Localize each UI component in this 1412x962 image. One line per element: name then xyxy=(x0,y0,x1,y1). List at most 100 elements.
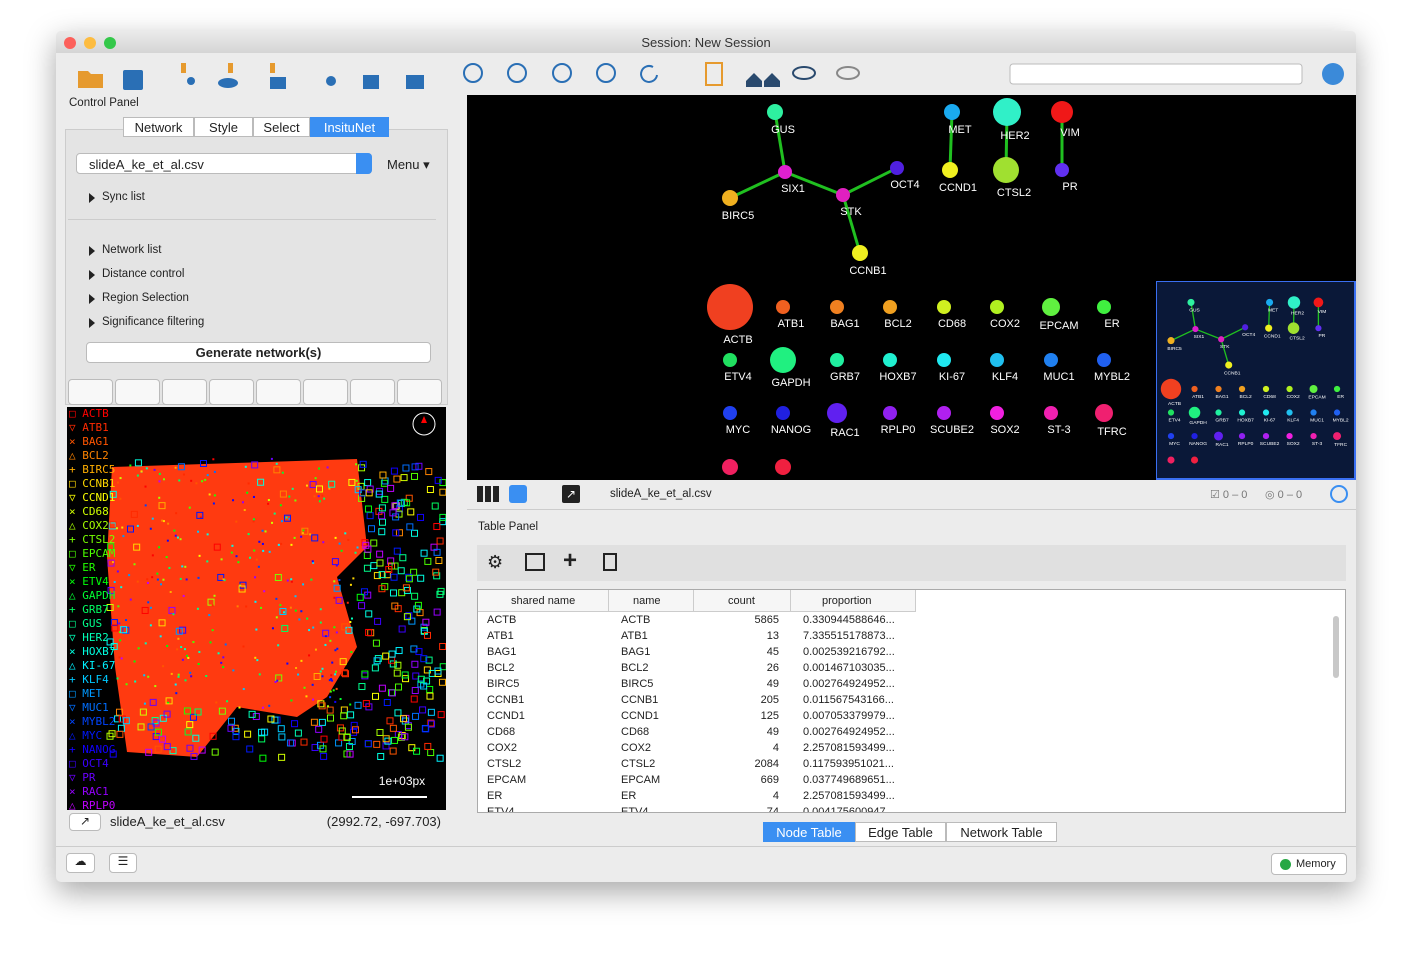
node[interactable] xyxy=(722,459,738,475)
node[interactable] xyxy=(1055,163,1069,177)
node[interactable] xyxy=(883,353,897,367)
node[interactable] xyxy=(1095,404,1113,422)
node[interactable] xyxy=(1097,353,1111,367)
add-icon[interactable]: + xyxy=(563,547,578,574)
network-icon[interactable] xyxy=(509,485,527,503)
node[interactable] xyxy=(767,104,783,120)
node[interactable] xyxy=(776,406,790,420)
node[interactable] xyxy=(890,161,904,175)
node[interactable] xyxy=(1042,298,1060,316)
section-arrow[interactable] xyxy=(89,318,95,328)
node[interactable] xyxy=(722,190,738,206)
help-icon[interactable] xyxy=(1322,63,1344,85)
node[interactable] xyxy=(1044,353,1058,367)
combo-arrow[interactable] xyxy=(356,153,372,174)
icon[interactable] xyxy=(270,77,286,89)
zoom-out-icon[interactable] xyxy=(507,63,527,83)
node[interactable] xyxy=(993,157,1019,183)
export-table-icon[interactable] xyxy=(363,75,379,89)
section-arrow[interactable] xyxy=(89,270,95,280)
tool-button[interactable] xyxy=(350,379,395,405)
section-arrow[interactable] xyxy=(89,246,95,256)
node[interactable] xyxy=(830,353,844,367)
node[interactable] xyxy=(883,300,897,314)
node[interactable] xyxy=(707,284,753,330)
save-icon[interactable] xyxy=(123,70,143,90)
section-label[interactable]: Distance control xyxy=(102,268,185,280)
hide-icon[interactable] xyxy=(792,66,816,80)
section-label[interactable]: Significance filtering xyxy=(102,316,205,328)
node[interactable] xyxy=(723,353,737,367)
open-button[interactable]: ↗ xyxy=(69,813,101,831)
import-data-icon[interactable] xyxy=(228,63,233,73)
settings-icon[interactable]: ⚙ xyxy=(487,552,504,572)
zoom-selected-icon[interactable] xyxy=(596,63,616,83)
home-icon[interactable] xyxy=(746,73,780,87)
tab[interactable]: Style xyxy=(194,117,253,137)
tab-selected[interactable]: InsituNet xyxy=(310,117,389,137)
node[interactable] xyxy=(937,406,951,420)
export-icon[interactable] xyxy=(326,76,336,86)
icon[interactable] xyxy=(218,78,238,88)
memory-button[interactable]: Memory xyxy=(1271,853,1347,875)
tab[interactable]: Select xyxy=(253,117,310,137)
fit-icon[interactable] xyxy=(1330,485,1348,503)
zoom-fit-icon[interactable] xyxy=(552,63,572,83)
tool-button[interactable] xyxy=(115,379,160,405)
close-button[interactable] xyxy=(64,37,76,49)
node[interactable] xyxy=(944,104,960,120)
export-image-icon[interactable] xyxy=(406,75,424,89)
node[interactable] xyxy=(883,406,897,420)
import-table-icon[interactable] xyxy=(270,63,275,73)
node[interactable] xyxy=(852,245,868,261)
node[interactable] xyxy=(1051,101,1073,123)
menu[interactable]: Menu ▾ xyxy=(387,157,430,172)
node[interactable] xyxy=(776,300,790,314)
show-icon[interactable] xyxy=(836,66,860,80)
file-combo[interactable]: slideA_ke_et_al.csv xyxy=(76,153,372,174)
node[interactable] xyxy=(1097,300,1111,314)
zoom-button[interactable] xyxy=(104,37,116,49)
tool-button[interactable] xyxy=(397,379,442,405)
node[interactable] xyxy=(990,353,1004,367)
import-network-icon[interactable] xyxy=(181,63,186,73)
minimize-button[interactable] xyxy=(84,37,96,49)
tool-button[interactable] xyxy=(303,379,348,405)
tab[interactable]: Network Table xyxy=(946,822,1057,842)
new-network-icon[interactable] xyxy=(705,62,723,86)
node[interactable] xyxy=(937,353,951,367)
node[interactable] xyxy=(937,300,951,314)
node[interactable] xyxy=(942,162,958,178)
tool-button[interactable] xyxy=(68,379,113,405)
tool-button[interactable] xyxy=(209,379,254,405)
detach-icon[interactable]: ↗ xyxy=(562,485,580,503)
tab[interactable]: Network xyxy=(123,117,194,137)
open-icon[interactable] xyxy=(78,71,103,88)
node[interactable] xyxy=(990,406,1004,420)
tool-button[interactable] xyxy=(256,379,301,405)
refresh-icon[interactable] xyxy=(640,64,658,83)
node[interactable] xyxy=(778,165,792,179)
icon[interactable] xyxy=(187,77,195,85)
node[interactable] xyxy=(770,347,796,373)
list-button[interactable]: ☰ xyxy=(109,853,137,873)
grid-icon[interactable] xyxy=(477,486,499,502)
delete-icon[interactable] xyxy=(603,553,617,571)
node[interactable] xyxy=(775,459,791,475)
zoom-in-icon[interactable] xyxy=(463,63,483,83)
node[interactable] xyxy=(827,403,847,423)
tool-button[interactable] xyxy=(162,379,207,405)
section-arrow[interactable] xyxy=(89,193,95,203)
columns-icon[interactable] xyxy=(525,553,545,571)
section-arrow[interactable] xyxy=(89,294,95,304)
node[interactable] xyxy=(993,98,1021,126)
tab[interactable]: Edge Table xyxy=(855,822,946,842)
tab-selected[interactable]: Node Table xyxy=(763,822,855,842)
section-label[interactable]: Sync list xyxy=(102,191,145,203)
node[interactable] xyxy=(1044,406,1058,420)
cloud-button[interactable]: ☁ xyxy=(66,853,95,873)
generate-button[interactable]: Generate network(s) xyxy=(86,342,431,363)
section-label[interactable]: Region Selection xyxy=(102,292,189,304)
node[interactable] xyxy=(830,300,844,314)
search-box[interactable] xyxy=(1009,63,1303,85)
